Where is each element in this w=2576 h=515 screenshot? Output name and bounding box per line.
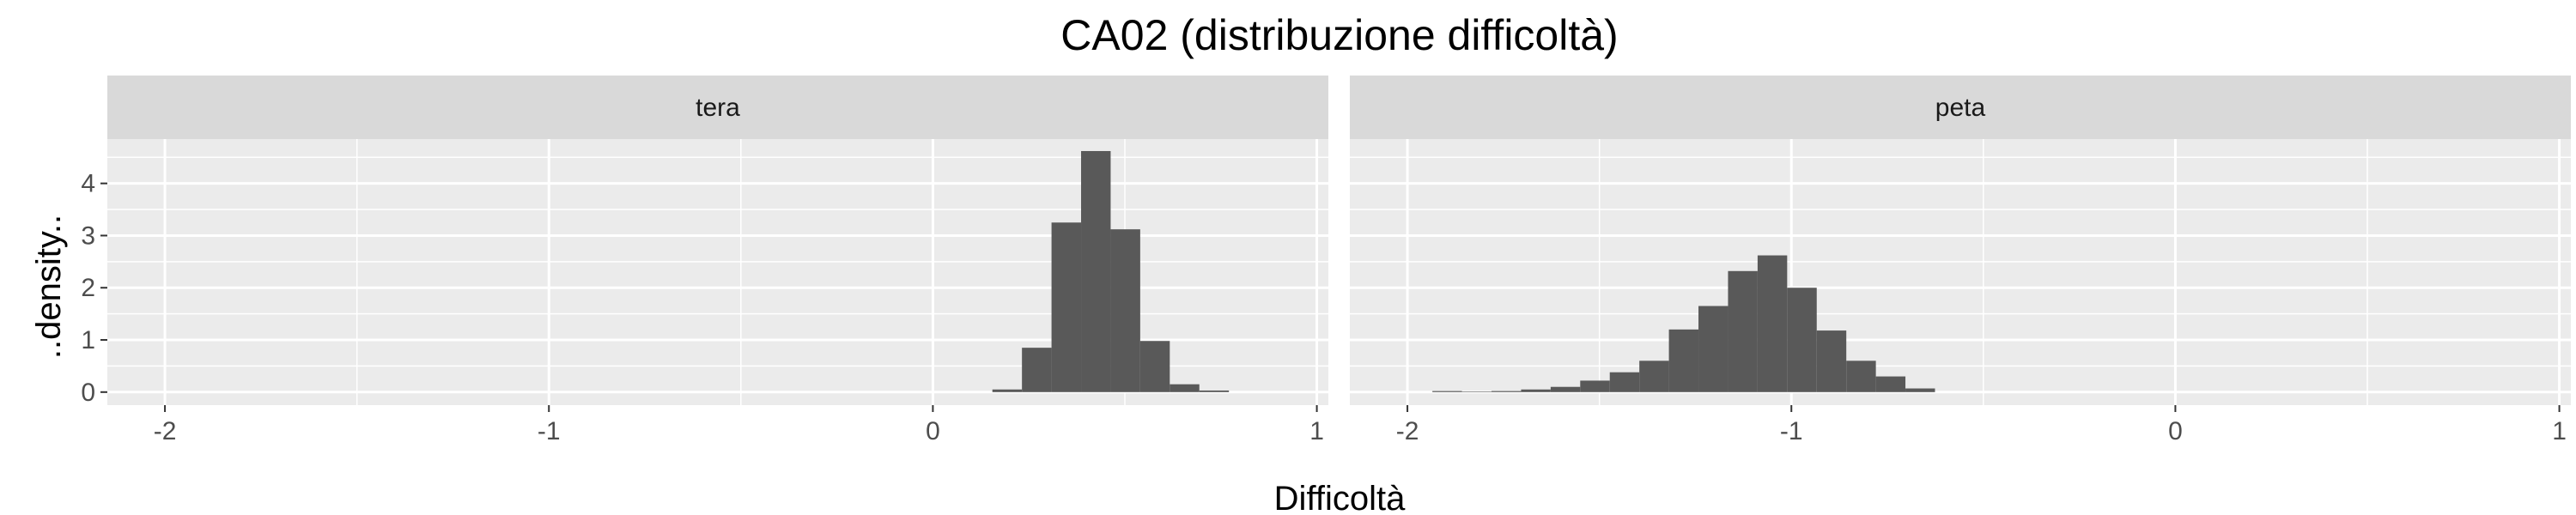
plot-panel-background — [1350, 139, 2571, 405]
histogram-bar — [1051, 222, 1082, 392]
histogram-bar — [1875, 376, 1906, 392]
y-axis-tick-label: 3 — [81, 221, 95, 250]
y-axis-tick-label: 2 — [81, 274, 95, 302]
x-axis-tick-label: 1 — [1309, 417, 1324, 445]
x-axis-tick-label: -1 — [1780, 417, 1803, 445]
histogram-bar — [1757, 255, 1788, 392]
facet-strip — [1350, 76, 2571, 139]
x-axis-tick-label: -2 — [154, 417, 177, 445]
histogram-bar — [1639, 360, 1669, 392]
histogram-bar — [1461, 391, 1492, 392]
x-axis-tick-label: -1 — [538, 417, 561, 445]
histogram-bar — [992, 389, 1023, 392]
x-axis-tick-label: 1 — [2552, 417, 2567, 445]
histogram-bar — [1816, 330, 1847, 392]
facet-panel: tera -2 -1 0 1 0 1 2 3 4 — [81, 76, 1328, 445]
facet-panel: peta -2 -1 0 1 — [1350, 76, 2571, 445]
facet-panels: tera -2 -1 0 1 0 1 2 3 4 peta -2 -1 0 1 — [81, 76, 2571, 445]
histogram-bar — [1199, 390, 1230, 392]
histogram-bar — [1492, 391, 1522, 392]
histogram-bar — [1170, 384, 1200, 392]
histogram-bar — [1728, 270, 1758, 392]
histogram-bar — [1580, 380, 1610, 392]
histogram-bar — [1609, 372, 1640, 392]
histogram-bar — [1022, 348, 1052, 392]
y-axis-tick-label: 4 — [81, 170, 95, 198]
x-axis-title: Difficoltà — [1274, 480, 1406, 515]
y-axis-title: ..density.. — [30, 215, 68, 359]
x-axis-tick-label: 0 — [926, 417, 940, 445]
histogram-bar — [1521, 389, 1551, 392]
histogram-bar — [1846, 360, 1876, 392]
histogram-bar — [1432, 391, 1462, 392]
chart-title: CA02 (distribuzione difficoltà) — [1060, 11, 1618, 59]
histogram-bar — [1698, 306, 1728, 392]
histogram-bar — [1139, 341, 1170, 392]
facet-strip-label: peta — [1935, 94, 1986, 122]
facet-strip-label: tera — [696, 94, 740, 122]
histogram-bar — [1550, 386, 1581, 392]
histogram-bar — [1110, 229, 1140, 392]
y-axis-tick-label: 1 — [81, 326, 95, 354]
histogram-bar — [1787, 288, 1817, 392]
y-axis-tick-label: 0 — [81, 379, 95, 407]
x-axis-tick-label: 0 — [2168, 417, 2183, 445]
histogram-bar — [1081, 150, 1111, 392]
histogram-bar — [1905, 388, 1935, 392]
x-axis-tick-label: -2 — [1396, 417, 1419, 445]
histogram-bar — [1668, 329, 1699, 392]
facet-strip — [107, 76, 1328, 139]
